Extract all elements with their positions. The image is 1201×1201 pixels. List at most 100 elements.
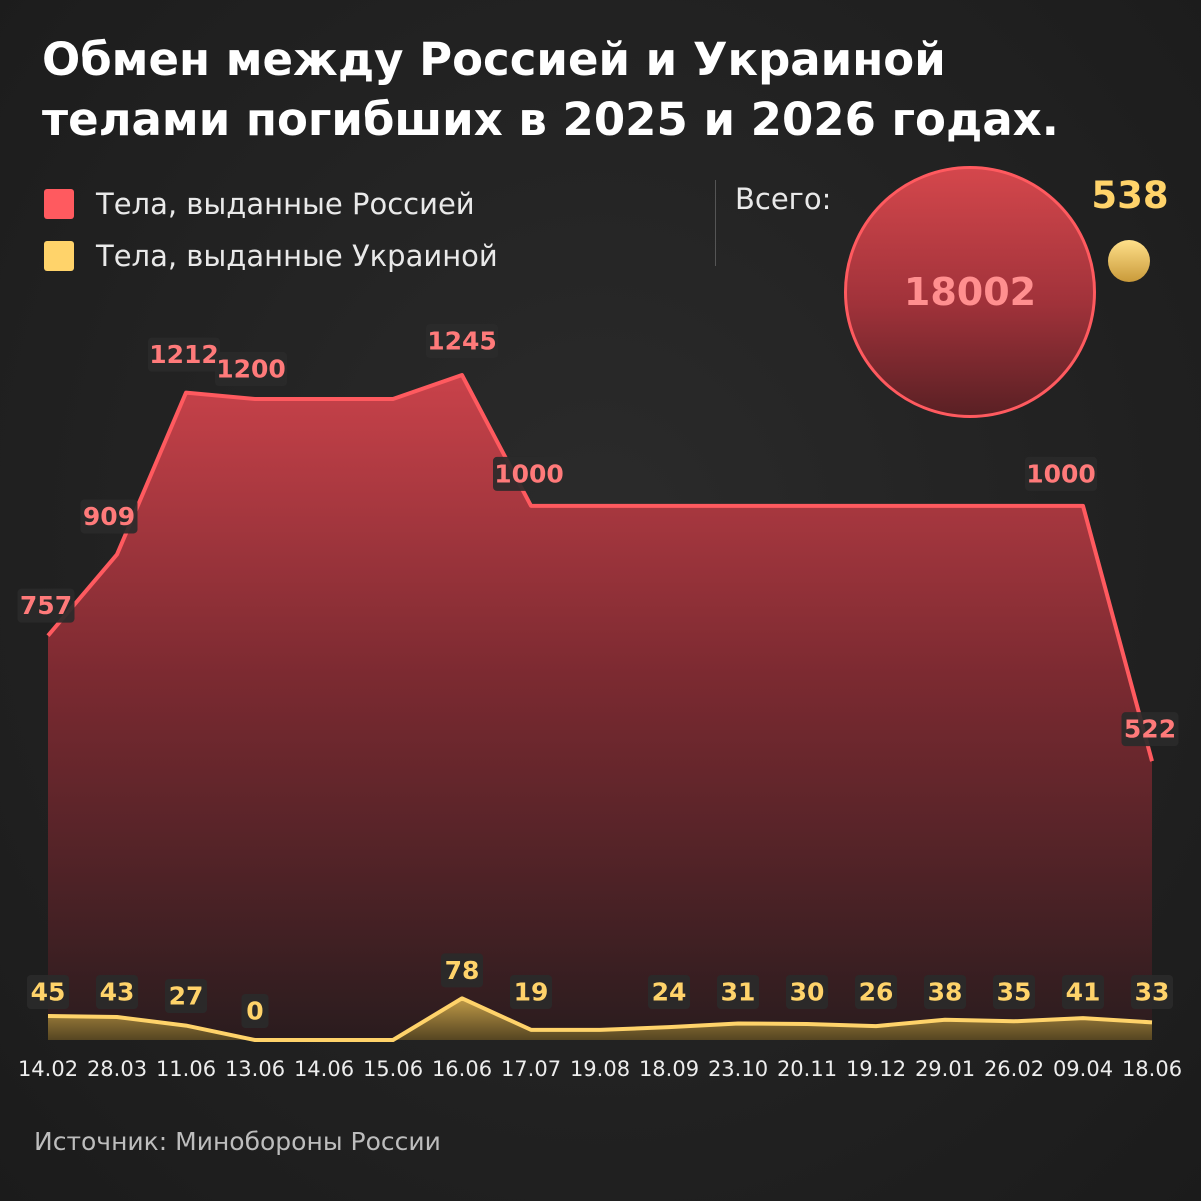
x-tick-label: 28.03	[87, 1057, 147, 1081]
data-label-russia: 1245	[426, 324, 498, 358]
x-tick-label: 16.06	[432, 1057, 492, 1081]
total-ukraine-circle	[1108, 240, 1150, 282]
data-label-ukraine: 35	[993, 975, 1035, 1009]
data-label-ukraine-bg	[855, 975, 897, 1009]
data-label-ukraine: 41	[1062, 975, 1104, 1009]
data-label-russia: 1000	[493, 456, 565, 491]
data-label-ukraine-bg	[717, 975, 759, 1009]
data-label-russia-text: 757	[20, 591, 72, 620]
legend: Тела, выданные Россией Тела, выданные Ук…	[44, 178, 498, 282]
data-label-ukraine-text: 45	[31, 978, 66, 1007]
data-label-russia: 757	[17, 588, 75, 623]
data-label-ukraine-text: 35	[997, 978, 1032, 1007]
data-label-ukraine-text: 43	[100, 978, 135, 1007]
data-label-russia: 1000	[1025, 456, 1097, 491]
x-tick-label: 18.09	[639, 1057, 699, 1081]
data-label-russia: 1200	[215, 352, 287, 387]
data-label-ukraine: 30	[786, 975, 828, 1009]
x-tick-label: 19.12	[846, 1057, 906, 1081]
x-tick-label: 17.07	[501, 1057, 561, 1081]
data-label-russia-bg	[1025, 456, 1097, 491]
data-label-ukraine: 19	[510, 975, 552, 1009]
data-label-ukraine-bg	[786, 975, 828, 1009]
data-label-ukraine-bg	[993, 975, 1035, 1009]
data-label-ukraine: 0	[241, 994, 269, 1028]
data-label-russia-bg	[1121, 712, 1179, 747]
x-tick-label: 19.08	[570, 1057, 630, 1081]
series-russia-area	[48, 375, 1152, 1040]
series-russia-line	[46, 373, 1154, 762]
data-label-russia-text: 909	[83, 502, 135, 531]
data-label-ukraine-bg	[165, 979, 207, 1013]
data-label-russia: 909	[80, 499, 138, 534]
data-label-ukraine: 31	[717, 975, 759, 1009]
total-russia-circle: 18002	[844, 166, 1096, 418]
data-label-ukraine-text: 27	[169, 982, 204, 1011]
data-label-ukraine-bg	[1062, 975, 1104, 1009]
x-tick-label: 13.06	[225, 1057, 285, 1081]
data-label-russia-text: 1245	[427, 327, 497, 356]
data-label-russia-bg	[17, 588, 75, 623]
data-label-ukraine: 33	[1131, 975, 1173, 1009]
data-label-ukraine-text: 33	[1135, 978, 1170, 1007]
data-label-ukraine-text: 30	[790, 978, 825, 1007]
legend-label-russia: Тела, выданные Россией	[96, 187, 475, 221]
chart-title: Обмен между Россией и Украиной телами по…	[42, 30, 1162, 150]
data-label-ukraine-bg	[924, 975, 966, 1009]
data-label-russia-text: 1000	[1026, 459, 1096, 488]
source-note: Источник: Минобороны России	[34, 1127, 441, 1156]
x-tick-label: 14.02	[18, 1057, 78, 1081]
data-label-russia-bg	[215, 352, 287, 387]
legend-item-ukraine: Тела, выданные Украиной	[44, 230, 498, 282]
data-label-ukraine-bg	[96, 975, 138, 1009]
data-label-ukraine: 45	[27, 975, 69, 1009]
data-label-russia-text: 522	[1124, 715, 1176, 744]
data-label-ukraine: 38	[924, 975, 966, 1009]
data-label-ukraine-text: 24	[652, 978, 687, 1007]
data-label-russia: 522	[1121, 712, 1179, 747]
data-label-russia: 1212	[148, 337, 220, 372]
title-line-2: телами погибших в 2025 и 2026 годах.	[42, 93, 1059, 146]
data-label-ukraine-text: 38	[928, 978, 963, 1007]
legend-label-ukraine: Тела, выданные Украиной	[96, 239, 498, 273]
data-label-ukraine-text: 26	[859, 978, 894, 1007]
x-tick-label: 11.06	[156, 1057, 216, 1081]
data-label-ukraine-bg	[1131, 975, 1173, 1009]
area-layer	[46, 373, 1154, 1042]
x-tick-label: 15.06	[363, 1057, 423, 1081]
x-tick-label: 29.01	[915, 1057, 975, 1081]
x-tick-label: 09.04	[1053, 1057, 1113, 1081]
x-tick-label: 23.10	[708, 1057, 768, 1081]
tick-layer: 14.02 28.03 11.06 13.06 14.06 15.06 16.06 17.07…	[18, 1057, 1182, 1081]
data-label-ukraine-text: 19	[514, 978, 549, 1007]
data-label-ukraine-text: 31	[721, 978, 756, 1007]
data-label-ukraine: 78	[441, 953, 483, 988]
data-label-russia-bg	[80, 499, 138, 534]
data-label-russia-bg	[426, 324, 498, 358]
total-russia-value: 18002	[903, 270, 1037, 314]
data-label-russia-text: 1200	[216, 355, 286, 384]
data-label-ukraine-bg	[241, 994, 269, 1028]
data-label-russia-text: 1212	[149, 340, 219, 369]
total-label: Всего:	[735, 182, 832, 216]
legend-swatch-ukraine	[44, 241, 74, 271]
legend-swatch-russia	[44, 189, 74, 219]
data-label-ukraine: 26	[855, 975, 897, 1009]
x-tick-label: 14.06	[294, 1057, 354, 1081]
data-label-ukraine: 24	[648, 975, 690, 1009]
data-label-ukraine: 27	[165, 979, 207, 1013]
data-label-ukraine-bg	[27, 975, 69, 1009]
data-label-russia-bg	[493, 456, 565, 491]
title-line-1: Обмен между Россией и Украиной	[42, 33, 946, 86]
data-label-ukraine-text: 0	[246, 997, 263, 1026]
legend-item-russia: Тела, выданные Россией	[44, 178, 498, 230]
x-tick-label: 20.11	[777, 1057, 837, 1081]
data-label-ukraine-text: 41	[1066, 978, 1101, 1007]
data-label-ukraine-bg	[510, 975, 552, 1009]
data-label-russia-text: 1000	[494, 459, 564, 488]
total-ukraine-value: 538	[1091, 174, 1169, 217]
data-label-ukraine-bg	[441, 953, 483, 988]
data-label-russia-bg	[148, 337, 220, 372]
legend-divider	[715, 180, 716, 266]
